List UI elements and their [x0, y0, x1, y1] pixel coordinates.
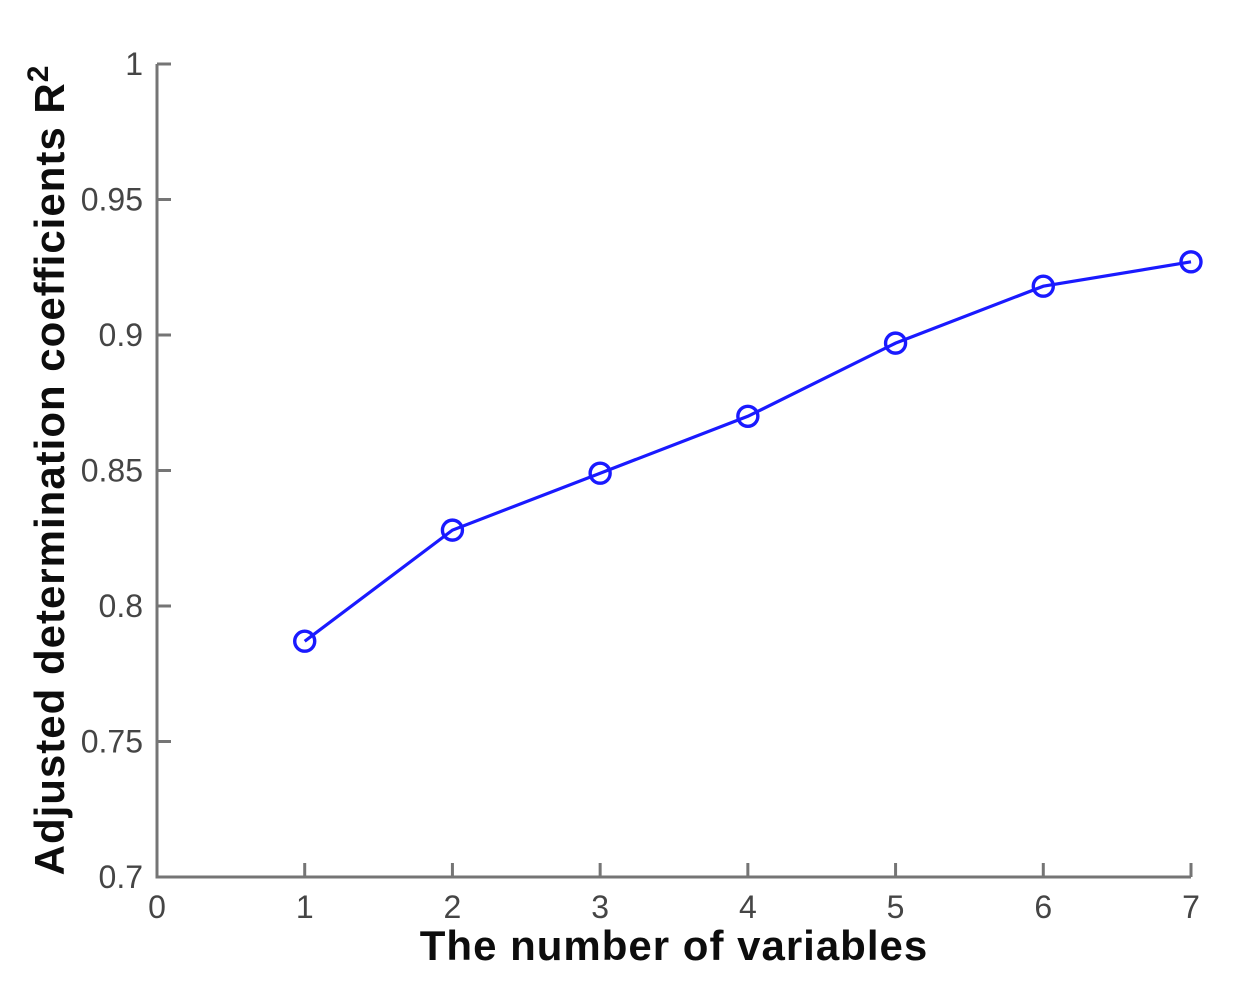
data-point-marker	[1031, 274, 1055, 298]
data-point-marker	[736, 404, 760, 428]
x-tick-label: 5	[887, 889, 905, 925]
x-tick-label: 0	[148, 889, 166, 925]
y-axis-label-superscript: 2	[22, 65, 55, 83]
data-point-marker	[293, 629, 317, 653]
y-tick-label: 1	[125, 46, 143, 82]
y-tick-label: 0.8	[99, 588, 143, 624]
y-axis-label-text: Adjusted determination coefficients R	[26, 82, 73, 875]
plot-area: 0.7 0.75 0.8 0.85 0.9 0.95 1 0 1 2 3 4 5 6 7	[81, 46, 1203, 925]
x-tick-label: 2	[444, 889, 462, 925]
data-point-marker	[1179, 250, 1203, 274]
y-tick-label: 0.85	[81, 453, 143, 489]
x-tick-label: 3	[591, 889, 609, 925]
data-line	[303, 260, 1192, 643]
y-tick-label: 0.95	[81, 182, 143, 218]
data-point-marker	[440, 518, 465, 542]
y-axis-label: Adjusted determination coefficients R2	[22, 65, 73, 876]
y-tick-label: 0.7	[99, 859, 143, 895]
data-point-marker	[588, 461, 612, 485]
x-axis-label: The number of variables	[420, 922, 928, 969]
x-tick-label: 4	[739, 889, 757, 925]
x-tick-label: 6	[1034, 889, 1052, 925]
data-point-marker	[883, 331, 908, 355]
x-tick-label: 7	[1182, 889, 1200, 925]
x-tick-label: 1	[296, 889, 314, 925]
y-tick-label: 0.9	[99, 317, 143, 353]
y-tick-label: 0.75	[81, 724, 143, 760]
